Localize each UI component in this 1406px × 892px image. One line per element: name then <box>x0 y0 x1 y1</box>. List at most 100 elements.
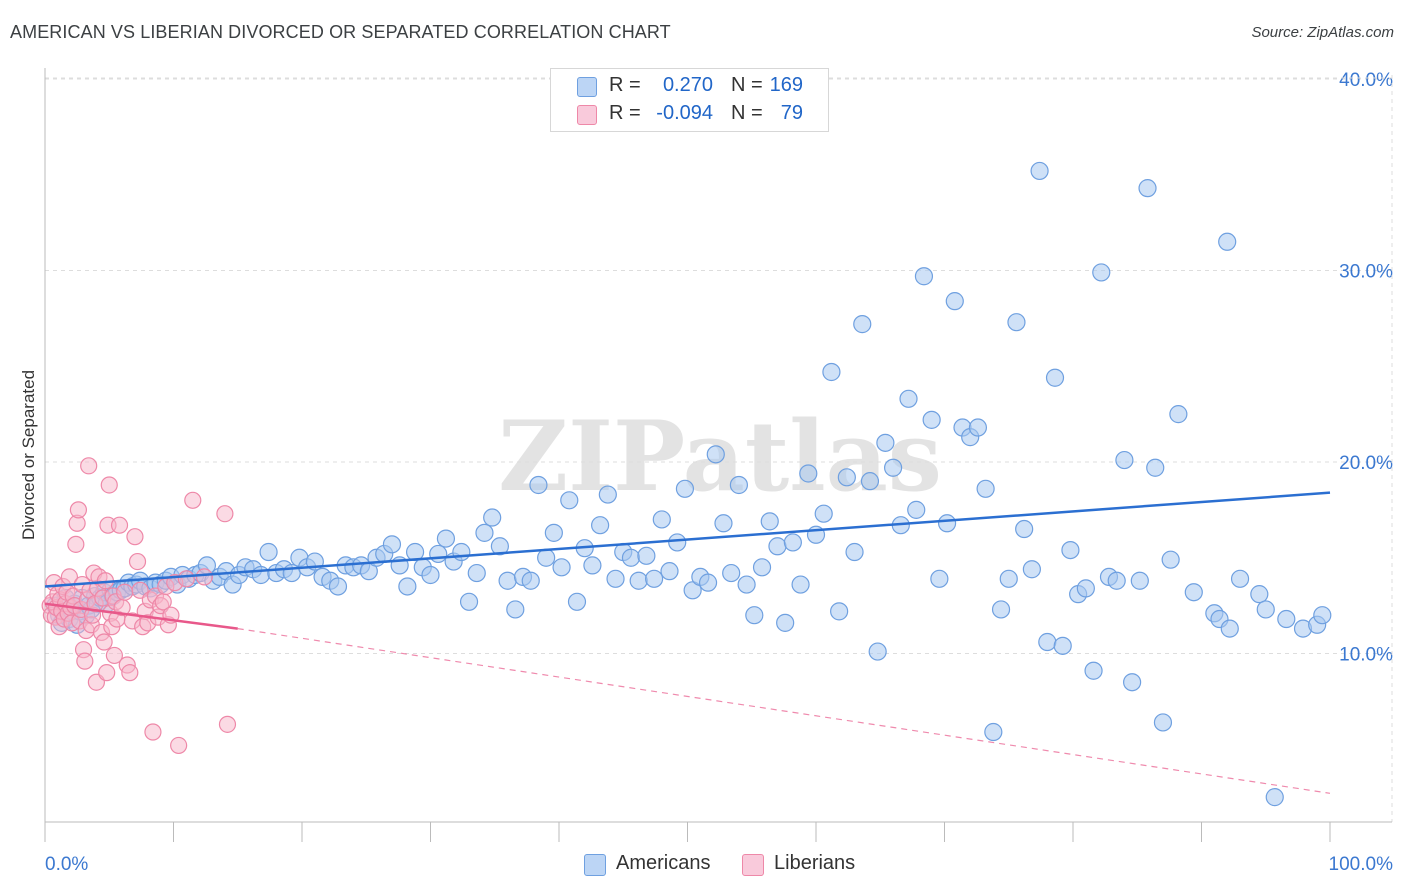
american-point <box>752 558 772 577</box>
american-point <box>498 571 517 590</box>
american-point <box>675 479 695 498</box>
liberian-point <box>100 476 118 494</box>
american-point <box>621 548 641 567</box>
american-point <box>776 613 795 632</box>
americans-swatch <box>577 77 597 97</box>
american-point <box>760 512 779 531</box>
american-point <box>1230 569 1250 588</box>
american-point <box>583 556 602 575</box>
american-point <box>506 600 525 619</box>
american-point <box>475 523 494 542</box>
liberian-point <box>98 664 116 682</box>
american-point <box>1053 636 1072 655</box>
american-point <box>1015 519 1034 539</box>
american-point <box>899 389 918 408</box>
american-point <box>483 508 502 527</box>
american-point <box>799 464 818 483</box>
american-point <box>945 292 964 311</box>
liberian-point <box>69 501 88 519</box>
american-point <box>814 504 833 523</box>
american-point <box>1061 540 1080 560</box>
american-point <box>537 548 556 567</box>
american-point <box>830 602 849 621</box>
liberian-point <box>121 664 139 682</box>
american-point <box>1184 583 1203 602</box>
american-point <box>1153 713 1173 732</box>
liberian-point <box>170 736 188 755</box>
american-point <box>999 569 1018 588</box>
liberians-trend-extension <box>237 628 1331 794</box>
liberian-point <box>195 568 213 586</box>
american-point <box>768 537 787 556</box>
american-point <box>729 475 749 495</box>
american-point <box>259 542 278 562</box>
american-point <box>1038 632 1057 652</box>
american-point <box>1250 585 1269 604</box>
american-point <box>1277 609 1296 629</box>
liberian-point <box>80 457 98 475</box>
x-tick-label: 0.0% <box>45 854 88 875</box>
american-point <box>552 558 571 577</box>
american-point <box>1007 313 1026 332</box>
american-point <box>883 458 903 477</box>
source-label: Source: ZipAtlas.com <box>1251 24 1394 41</box>
y-tick-label: 30.0% <box>1339 262 1393 283</box>
american-point <box>1169 405 1188 424</box>
liberian-point <box>126 528 144 546</box>
american-point <box>529 475 548 495</box>
american-point <box>560 491 579 510</box>
y-axis-label: Divorced or Separated <box>19 370 38 540</box>
american-point <box>637 546 656 565</box>
american-point <box>436 529 456 548</box>
american-point <box>606 569 625 588</box>
american-point <box>1218 232 1237 251</box>
n-value: 169 <box>769 74 803 96</box>
american-point <box>1138 179 1157 198</box>
american-point <box>429 544 448 564</box>
american-point <box>1220 619 1239 638</box>
liberian-point <box>144 723 162 741</box>
american-point <box>1030 161 1049 181</box>
american-point <box>660 562 679 581</box>
american-point <box>876 433 895 452</box>
liberian-point <box>76 652 94 670</box>
american-point <box>937 514 957 533</box>
american-point <box>591 516 610 535</box>
american-point <box>398 577 417 596</box>
r-value: 0.270 <box>662 74 713 96</box>
y-tick-label: 40.0% <box>1339 70 1393 91</box>
american-point <box>1107 571 1126 590</box>
american-point <box>644 569 664 588</box>
liberian-point <box>216 505 234 523</box>
legend-row-liberians: R = -0.094 N = 79 <box>551 100 828 128</box>
american-point <box>382 535 402 554</box>
american-point <box>1045 368 1065 387</box>
american-point <box>459 592 479 611</box>
american-point <box>1092 263 1111 282</box>
american-point <box>544 523 563 542</box>
american-point <box>1130 571 1149 590</box>
liberians-trend-line <box>44 602 238 630</box>
american-point <box>652 510 671 529</box>
chart-title: AMERICAN VS LIBERIAN DIVORCED OR SEPARAT… <box>10 22 671 42</box>
liberians-legend-swatch <box>742 854 764 876</box>
american-point <box>1076 579 1095 598</box>
american-point <box>868 642 887 661</box>
n-label: N = <box>731 74 763 96</box>
american-point <box>1256 600 1275 619</box>
american-point <box>984 722 1003 742</box>
american-point <box>791 575 810 594</box>
american-point <box>860 472 880 491</box>
liberian-point <box>95 633 113 651</box>
american-point <box>914 267 934 286</box>
american-point <box>1084 661 1103 680</box>
american-point <box>1265 788 1284 807</box>
n-label: N = <box>731 102 763 124</box>
american-point <box>991 600 1011 619</box>
y-tick-label: 20.0% <box>1339 453 1393 474</box>
liberian-point <box>177 570 195 588</box>
liberians-swatch <box>577 105 597 125</box>
americans-trend-line <box>44 491 1331 588</box>
american-point <box>421 565 440 585</box>
